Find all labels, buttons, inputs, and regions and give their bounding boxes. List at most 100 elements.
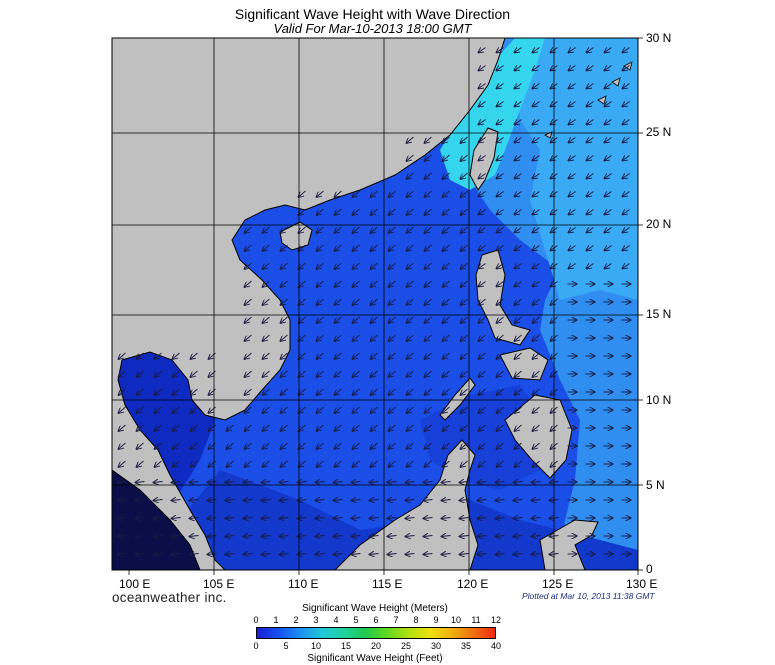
wave-arrow [515,298,522,305]
wave-arrow [389,226,396,233]
wave-arrow [532,518,541,519]
wave-arrow [605,101,612,107]
wave-arrow [587,101,594,107]
wave-arrow [479,65,486,71]
wave-arrow [623,227,630,233]
wave-arrow [389,406,396,413]
wave-arrow [281,280,288,287]
wave-arrow [497,281,504,287]
wave-arrow [533,227,540,233]
wave-arrow [299,370,306,377]
wave-arrow [317,424,324,431]
wave-arrow [119,388,126,395]
wave-arrow [173,352,180,359]
wave-arrow [623,137,630,143]
colorbar-title-feet: Significant Wave Height (Feet) [307,653,443,664]
wave-arrow [515,47,522,53]
wave-arrow [515,388,522,395]
wave-arrow [406,554,415,555]
wave-arrow [137,406,144,413]
wave-arrow [479,370,486,377]
wave-arrow [425,352,432,359]
wave-arrow [281,262,288,269]
land-mindanao [504,394,573,479]
wave-arrow [173,460,180,467]
wave-arrow [263,460,270,467]
wave-arrow [533,263,540,269]
feet-tick-label: 25 [400,641,412,651]
wave-arrow [605,245,612,251]
wave-arrow [154,536,163,537]
wave-arrow [496,482,505,483]
wave-arrow [190,482,199,483]
wave-arrow [371,280,378,287]
wave-arrow [155,406,162,413]
wave-arrow [461,208,468,215]
brand-logo: oceanweather inc. [112,590,227,605]
wave-arrow [533,370,540,377]
wave-arrow [317,226,324,233]
wave-arrow [335,442,342,449]
wave-arrow [407,460,414,467]
wave-arrow [497,191,504,197]
wave-arrow [299,280,306,287]
wave-arrow [514,536,523,537]
wave-arrow [299,334,306,341]
wave-arrow [244,518,253,519]
wave-arrow [263,316,270,323]
wave-arrow [136,554,145,555]
wave-arrow [389,460,396,467]
map-frame [111,37,639,571]
wave-arrow [515,406,522,413]
wave-arrow [442,500,451,501]
wave-arrow [478,500,487,501]
wave-arrow [605,227,612,233]
meter-tick-label: 2 [293,615,299,625]
wave-arrow [281,460,288,467]
wave-arrow [425,316,432,323]
lat-lon-grid [112,38,638,570]
feet-tick-label: 35 [460,641,472,651]
wave-arrow [515,155,522,161]
meter-tick-label: 3 [313,615,319,625]
wave-arrow [623,83,630,89]
wave-arrow [245,388,252,395]
wave-arrow [497,227,504,233]
wave-arrow [478,518,487,519]
wave-arrow [172,518,181,519]
wave-arrow [497,298,504,305]
wave-arrow [533,316,540,323]
wave-arrow [316,500,325,501]
wave-arrow [317,388,324,395]
wave-arrow [461,280,468,287]
wave-arrow [353,190,360,197]
wave-arrow [533,209,540,215]
wave-arrow [371,424,378,431]
wave-arrow [172,554,181,555]
wave-arrow [623,245,630,251]
wave-arrow [496,500,505,501]
wave-arrow [443,370,450,377]
wave-arrow [118,536,127,537]
wave-arrow [299,388,306,395]
wave-arrow [245,352,252,359]
wave-arrow [389,208,396,215]
wave-arrow [208,536,217,537]
wave-arrow [226,518,235,519]
wave-arrow [407,316,414,323]
wave-arrow [245,442,252,449]
wave-arrow [299,298,306,305]
wave-arrow [316,482,325,483]
wave-arrow [244,536,253,537]
wave-arrow [407,352,414,359]
wave-arrow [587,83,594,89]
wave-arrow [533,101,540,107]
wave-arrow [515,370,522,377]
wave-arrow [316,536,325,537]
wave-arrow [514,482,523,483]
wave-arrow [569,263,576,269]
wave-arrow [299,352,306,359]
wave-arrow [605,83,612,89]
wave-arrow [299,190,306,197]
wave-arrow [425,172,432,179]
